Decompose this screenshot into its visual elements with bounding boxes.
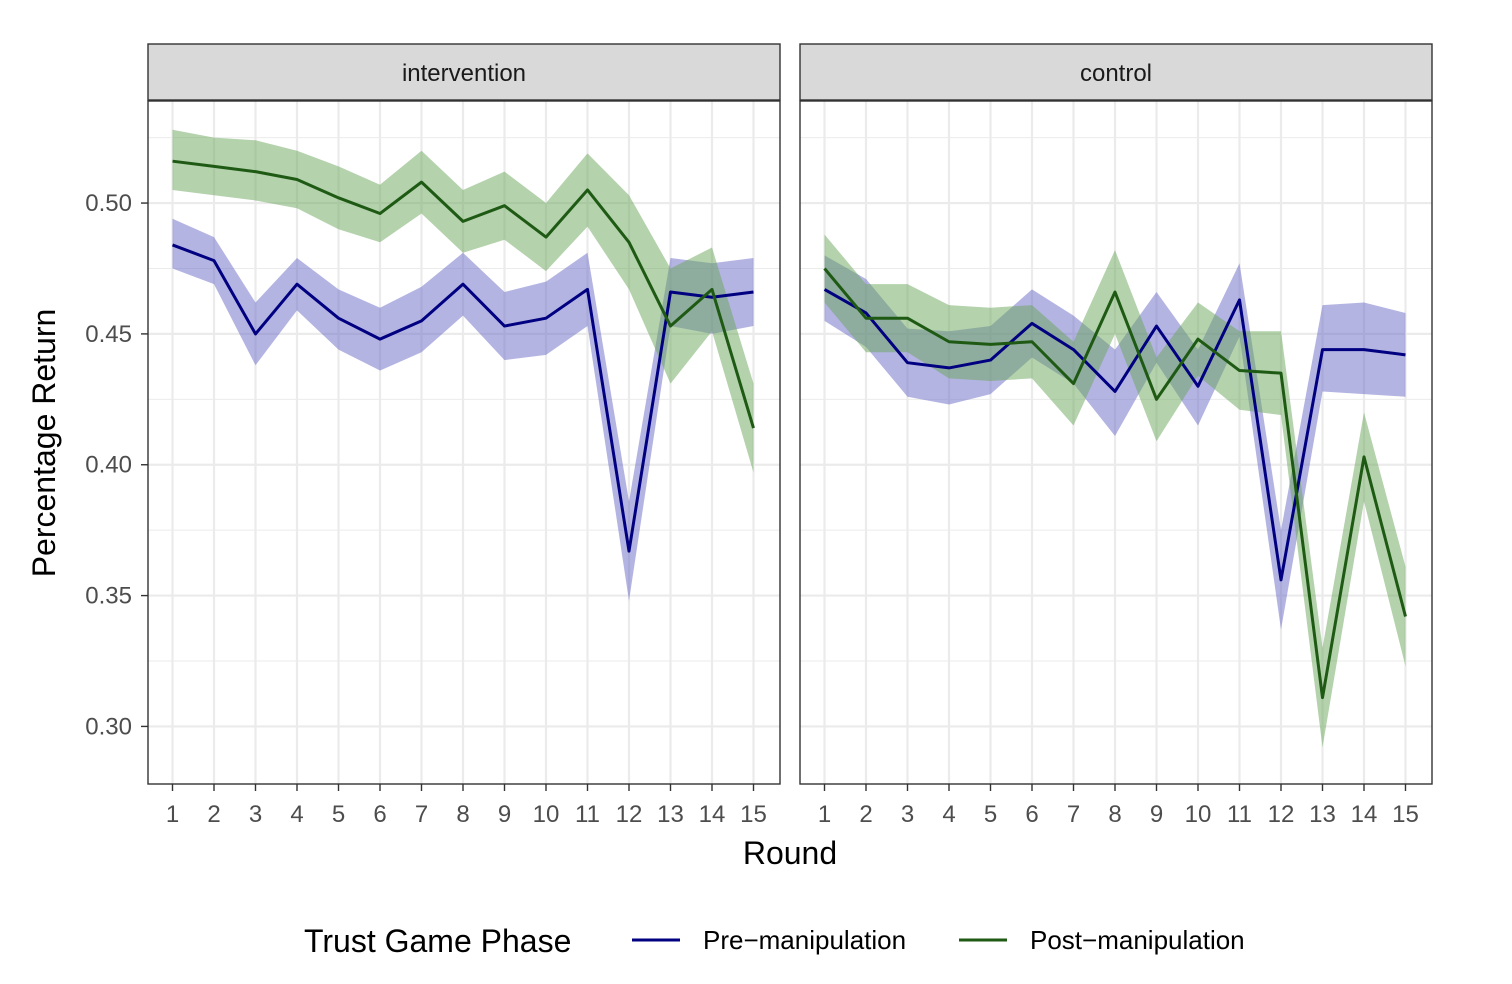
legend-label-post: Post−manipulation [1030,925,1245,955]
x-tick-label: 15 [1392,801,1419,828]
x-tick-label: 4 [942,801,955,828]
x-axis-title: Round [743,835,837,871]
x-tick-label: 9 [1150,801,1163,828]
x-tick-label: 12 [1268,801,1295,828]
x-tick-label: 2 [859,801,872,828]
x-tick-label: 7 [1067,801,1080,828]
strip-background [147,43,781,101]
series-line-post [823,267,1407,700]
x-axis-ticks: 1 2 3 4 5 6 7 8 9 10 11 12 13 14 15 [818,784,1419,828]
x-tick-label: 6 [1025,801,1038,828]
x-tick-label: 13 [1309,801,1336,828]
legend: Trust Game Phase Pre−manipulation Post−m… [304,923,1245,959]
y-tick-label: 0.40 [85,452,132,479]
x-tick-label: 8 [456,801,469,828]
panel-control: control 1 2 3 4 5 6 7 8 9 10 11 12 13 14 15 [799,43,1433,828]
panel-intervention: intervention 1 2 3 4 5 6 7 8 9 10 11 12 13 14 15 [147,43,781,828]
x-tick-label: 5 [332,801,345,828]
y-tick-label: 0.35 [85,583,132,610]
confidence-band-pre [172,218,754,601]
x-tick-label: 1 [818,801,831,828]
series-lines [823,267,1407,700]
series-line-post [172,159,755,429]
x-axis-ticks: 1 2 3 4 5 6 7 8 9 10 11 12 13 14 15 [166,784,767,828]
x-tick-label: 10 [533,801,560,828]
x-tick-label: 14 [1351,801,1378,828]
y-tick-label: 0.30 [85,713,132,740]
series-line-pre [171,243,754,553]
series-line-pre [823,288,1406,582]
series-lines [171,159,755,553]
y-axis-title: Percentage Return [26,309,62,578]
x-tick-label: 10 [1185,801,1212,828]
strip-label: intervention [402,60,526,87]
panel-border [147,100,781,785]
y-axis-ticks: 0.30 0.35 0.40 0.45 0.50 [85,190,148,740]
x-tick-label: 3 [249,801,262,828]
x-tick-label: 6 [373,801,386,828]
x-tick-label: 2 [207,801,220,828]
strip-background [799,43,1433,101]
strip-label: control [1080,60,1152,87]
panel-border [799,100,1433,785]
y-tick-label: 0.45 [85,321,132,348]
x-tick-label: 11 [1227,801,1252,828]
x-tick-label: 8 [1108,801,1121,828]
legend-title: Trust Game Phase [304,923,571,959]
x-tick-label: 15 [740,801,767,828]
legend-label-pre: Pre−manipulation [703,925,906,955]
x-tick-label: 13 [657,801,684,828]
x-tick-label: 9 [498,801,511,828]
x-tick-label: 11 [575,801,600,828]
x-tick-label: 1 [166,801,179,828]
x-tick-label: 5 [984,801,997,828]
x-tick-label: 12 [616,801,643,828]
x-tick-label: 14 [699,801,726,828]
x-tick-label: 7 [415,801,428,828]
x-tick-label: 4 [290,801,303,828]
x-tick-label: 3 [901,801,914,828]
y-tick-label: 0.50 [85,190,132,217]
